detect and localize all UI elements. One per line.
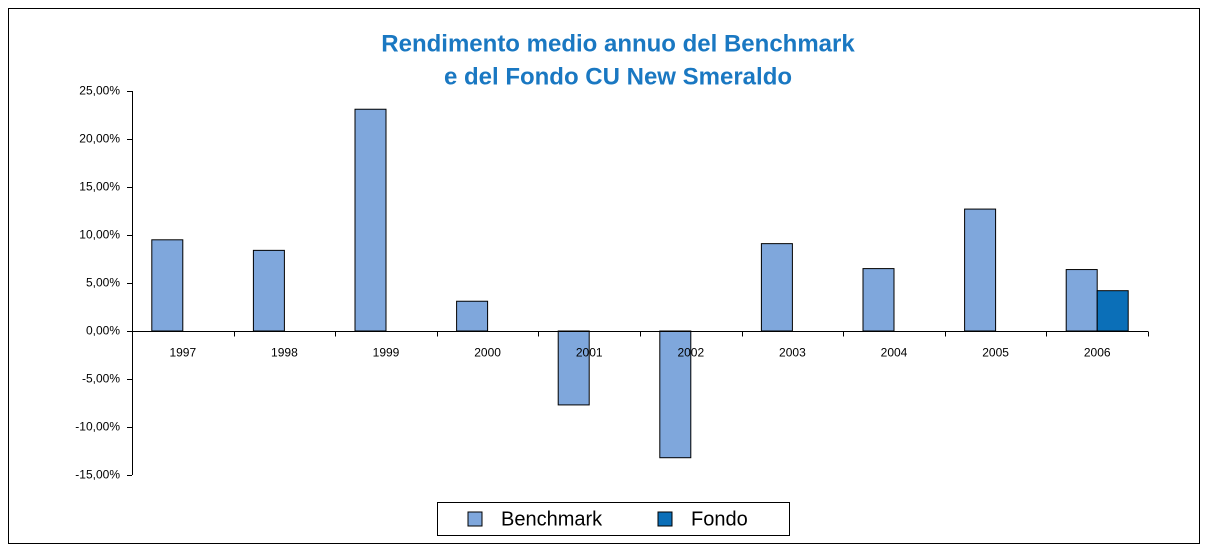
bar (862, 268, 895, 332)
bar (456, 300, 489, 332)
x-tick-label: 1999 (373, 346, 400, 360)
chart-frame (8, 8, 1200, 544)
legend-text: Benchmark (501, 508, 603, 530)
y-tick-label: -10,00% (75, 420, 120, 434)
bar (964, 208, 997, 332)
legend-box (437, 502, 790, 536)
x-tick-label: 1998 (271, 346, 298, 360)
y-tick-label: 5,00% (86, 276, 120, 290)
x-tick-label: 2002 (677, 346, 704, 360)
bar (1065, 269, 1098, 332)
x-tick-label: 2005 (982, 346, 1009, 360)
x-tick-label: 2006 (1084, 346, 1111, 360)
bar (354, 108, 387, 332)
x-tick-label: 2004 (881, 346, 908, 360)
y-tick-label: -15,00% (75, 468, 120, 482)
bar (151, 239, 184, 332)
bar (659, 330, 692, 459)
x-tick-label: 2000 (474, 346, 501, 360)
legend-swatch (657, 511, 673, 527)
y-tick-label: 25,00% (79, 84, 120, 98)
chart-title: e del Fondo CU New Smeraldo (444, 63, 792, 90)
chart-title: Rendimento medio annuo del Benchmark (381, 30, 855, 57)
y-tick-label: -5,00% (82, 372, 120, 386)
y-tick-label: 0,00% (86, 324, 120, 338)
y-tick-label: 15,00% (79, 180, 120, 194)
bar (760, 243, 793, 332)
x-tick-label: 2003 (779, 346, 806, 360)
y-tick-label: 10,00% (79, 228, 120, 242)
legend-text: Fondo (691, 508, 748, 530)
bar (1096, 290, 1129, 332)
x-tick-label: 2001 (576, 346, 603, 360)
legend-swatch (467, 511, 483, 527)
bar (252, 249, 285, 332)
y-tick-label: 20,00% (79, 132, 120, 146)
bar (557, 330, 590, 406)
x-tick-label: 1997 (169, 346, 196, 360)
